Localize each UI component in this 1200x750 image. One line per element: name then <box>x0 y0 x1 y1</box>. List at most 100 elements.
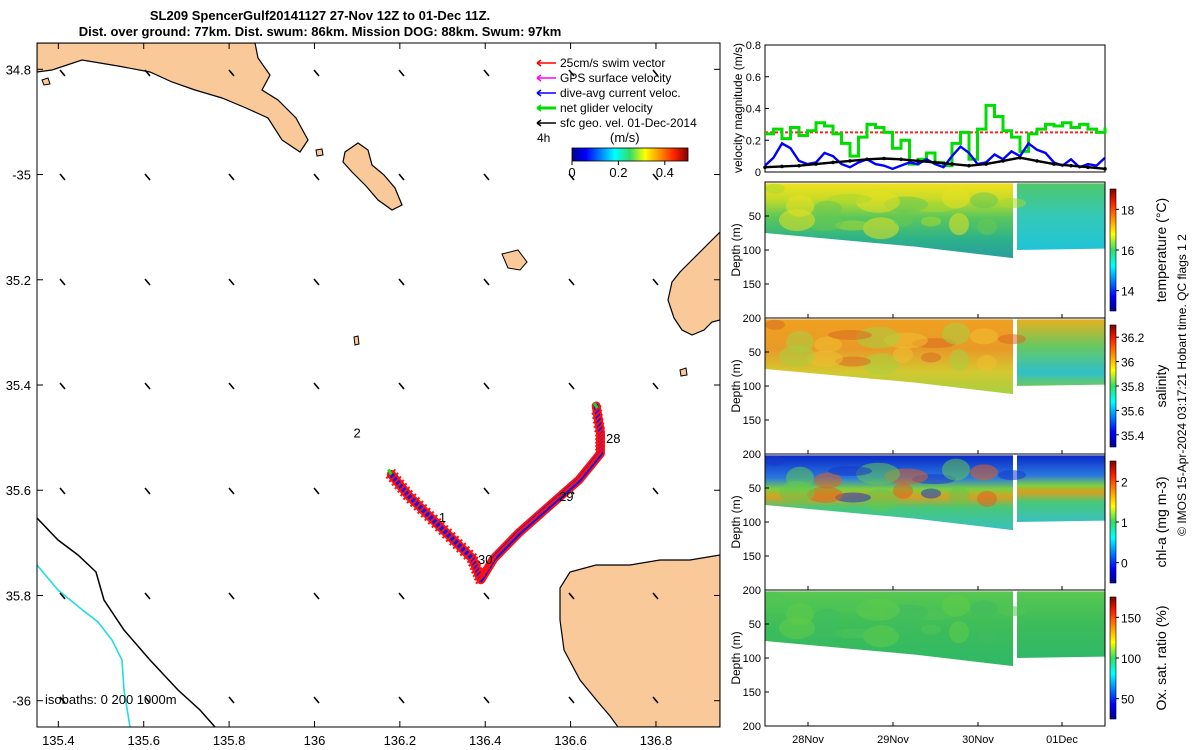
legend-label: dive-avg current veloc. <box>560 86 681 100</box>
swim-vector <box>468 556 479 567</box>
section-texture <box>998 606 1026 617</box>
geo-vector <box>483 487 490 495</box>
geo-vector <box>144 69 151 77</box>
colorbar-tick-label: 150 <box>1121 611 1141 625</box>
section-texture <box>949 621 969 644</box>
swim-vector <box>409 496 421 508</box>
land-kangaroo-island <box>559 554 720 727</box>
velocity-point <box>882 156 886 161</box>
velocity-ytick-label: 0.4 <box>746 104 761 116</box>
depth-section-data-right <box>1017 455 1105 522</box>
colorbar-tick-label: 14 <box>1121 285 1135 299</box>
geo-vector <box>313 69 320 77</box>
section-texture <box>949 213 969 236</box>
depth-ytick-label: 50 <box>749 483 761 495</box>
swim-vector <box>434 521 446 532</box>
velocity-ytick-label: 0.6 <box>746 72 761 84</box>
swim-vector <box>445 531 456 543</box>
geo-vector <box>228 278 235 286</box>
depth-colorbar <box>1109 324 1117 448</box>
colorbar-tick-label: 35.6 <box>1121 404 1145 418</box>
velocity-point <box>1069 163 1073 168</box>
depth-colorbar <box>1109 188 1117 312</box>
legend-arrowhead <box>536 119 542 127</box>
swim-vector <box>594 440 606 452</box>
section-texture <box>765 591 785 602</box>
section-texture <box>835 628 871 639</box>
section-texture <box>807 486 843 503</box>
geo-vector <box>228 382 235 390</box>
colorbar-tick-label: 0 <box>1121 557 1128 571</box>
depth-colorbar <box>1109 596 1117 720</box>
legend-extra-4h: 4h <box>537 131 550 145</box>
swim-vector <box>391 475 402 487</box>
day-label: 30 <box>478 552 492 567</box>
swim-vector <box>459 545 471 557</box>
isobath-200m <box>37 517 216 727</box>
geo-vector <box>398 592 405 600</box>
time-xtick-label: 30Nov <box>962 734 994 746</box>
section-texture <box>807 214 843 231</box>
geo-vector <box>313 487 320 495</box>
velocity-series <box>763 103 1107 171</box>
section-texture <box>828 602 872 612</box>
depth-ytick-label: 100 <box>743 245 761 257</box>
land-islet <box>679 367 688 377</box>
geo-vector <box>59 382 66 390</box>
section-texture <box>998 470 1026 481</box>
velocity-point <box>814 162 818 166</box>
colorbar-tick-label: 50 <box>1121 693 1135 707</box>
map-ytick-label: -36 <box>12 694 31 709</box>
section-texture <box>814 472 842 489</box>
swim-vector <box>594 426 606 438</box>
velocity-point <box>763 165 767 170</box>
legend-label: net glider velocity <box>560 101 653 115</box>
track-end-green <box>592 402 599 409</box>
velocity-point <box>848 159 852 163</box>
land-islet <box>353 335 360 346</box>
time-xtick-label: 01Dec <box>1046 734 1078 746</box>
swim-vector <box>466 552 478 564</box>
geo-vector <box>398 278 405 286</box>
colorbar-label: Ox. sat. ratio (%) <box>1153 605 1169 710</box>
geo-vector <box>313 696 320 704</box>
geo-vector <box>652 278 659 286</box>
geo-vector <box>652 382 659 390</box>
section-texture <box>949 485 969 508</box>
section-texture <box>779 345 815 368</box>
geo-vector <box>568 696 575 704</box>
section-texture <box>814 336 842 353</box>
section-texture <box>779 481 815 504</box>
geo-vector <box>483 592 490 600</box>
swim-vector <box>399 486 411 497</box>
map-ytick-label: 35.6 <box>6 483 31 498</box>
day-labels: 2 1 30 29 28 <box>354 426 621 567</box>
colorbar-tick-label: 0.4 <box>656 165 674 180</box>
land-yorke-peninsula <box>667 231 720 336</box>
depth-ytick-label: 200 <box>743 721 761 733</box>
depth-section-data-right <box>1017 183 1105 250</box>
depth-ylabel: Depth (m) <box>729 223 743 276</box>
section-texture <box>835 356 871 367</box>
velocity-point <box>865 157 869 162</box>
depth-ytick-label: 100 <box>743 653 761 665</box>
time-xtick-label: 28Nov <box>792 734 824 746</box>
swim-vector <box>427 514 438 525</box>
land-eyre-peninsula <box>37 43 309 153</box>
section-texture <box>835 492 871 503</box>
map-ytick-label: 34.8 <box>6 62 31 77</box>
depth-ytick-label: 150 <box>743 279 761 291</box>
geo-vector <box>483 382 490 390</box>
section-texture <box>779 617 815 640</box>
swim-vector <box>594 422 605 433</box>
colorbar-tick-label: 0.2 <box>609 165 627 180</box>
map-colorbar <box>571 147 689 162</box>
section-texture <box>942 322 970 345</box>
section-texture <box>977 490 997 507</box>
legend-arrowhead <box>536 59 542 67</box>
section-texture <box>942 458 970 481</box>
section-texture <box>977 354 997 371</box>
geo-vector <box>398 696 405 704</box>
velocity-point <box>984 162 988 166</box>
